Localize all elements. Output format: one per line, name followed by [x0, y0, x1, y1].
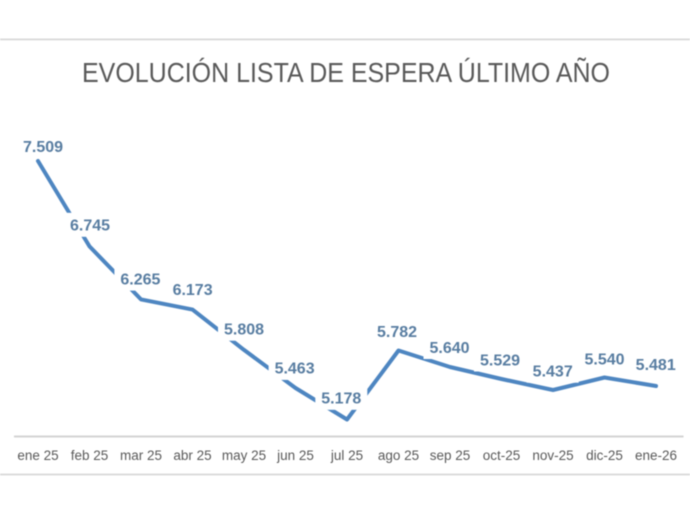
svg-text:7.509: 7.509	[23, 139, 63, 156]
svg-text:jul 25: jul 25	[330, 448, 363, 463]
svg-text:6.265: 6.265	[120, 271, 160, 288]
svg-text:6.173: 6.173	[173, 282, 213, 299]
svg-text:nov-25: nov-25	[532, 448, 573, 463]
svg-text:6.745: 6.745	[70, 218, 110, 235]
svg-text:dic-25: dic-25	[586, 448, 623, 463]
svg-text:abr 25: abr 25	[173, 448, 211, 463]
svg-text:5.529: 5.529	[480, 352, 520, 369]
svg-text:mar 25: mar 25	[120, 448, 162, 463]
svg-text:jun 25: jun 25	[276, 448, 314, 463]
svg-text:feb 25: feb 25	[71, 448, 109, 463]
svg-text:5.640: 5.640	[429, 340, 469, 357]
svg-text:5.178: 5.178	[321, 391, 361, 408]
svg-text:ene-26: ene-26	[635, 448, 677, 463]
svg-text:ago 25: ago 25	[378, 448, 419, 463]
svg-text:5.540: 5.540	[584, 351, 624, 368]
svg-text:5.481: 5.481	[636, 357, 676, 374]
svg-text:5.782: 5.782	[377, 324, 417, 341]
svg-text:5.808: 5.808	[224, 322, 264, 339]
svg-text:may 25: may 25	[222, 448, 266, 463]
svg-text:ene 25: ene 25	[17, 448, 58, 463]
svg-text:5.437: 5.437	[533, 364, 573, 381]
svg-text:oct-25: oct-25	[483, 448, 521, 463]
svg-text:sep 25: sep 25	[430, 448, 471, 463]
svg-text:EVOLUCIÓN LISTA DE ESPERA ÚLTI: EVOLUCIÓN LISTA DE ESPERA ÚLTIMO AÑO	[82, 57, 610, 88]
svg-text:5.463: 5.463	[275, 361, 315, 378]
